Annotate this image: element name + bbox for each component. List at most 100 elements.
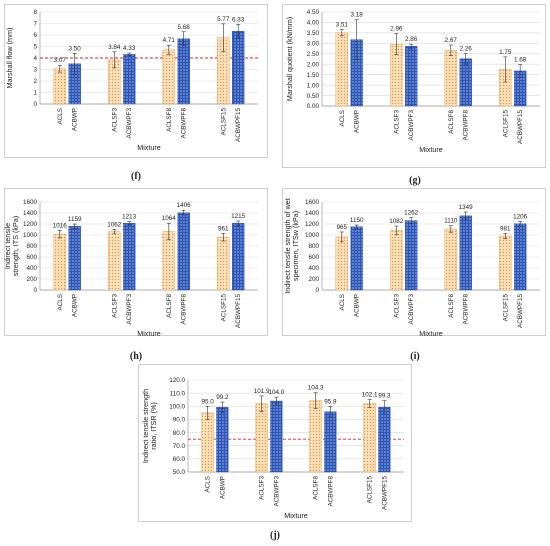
bar <box>459 58 472 107</box>
data-label: 3.50 <box>69 45 82 52</box>
y-tick-label: 6 <box>33 32 37 39</box>
data-label: 101.9 <box>254 388 270 395</box>
itsw-chart: 0 200 400 600 800 1000 1200 1400 1600 965 ACLS 1150… <box>283 198 540 338</box>
itsr-chart: 50.0 60.0 70.0 80.0 90.0 100.0 110.0 120.0 95.0 A… <box>141 377 404 520</box>
x-tick-label: ACLSF15 <box>502 110 509 138</box>
x-tick-label: ACBWPF8 <box>181 294 188 325</box>
panel-label: (h) <box>129 351 143 362</box>
y-axis-title-line: Indirect tensile strength <box>141 389 150 463</box>
y-tick-label: 400 <box>26 265 37 272</box>
x-tick-label: ACBWPF3 <box>408 110 415 141</box>
x-tick-label: ACBWPF8 <box>463 294 470 325</box>
y-tick-label: 1200 <box>23 221 38 228</box>
bar <box>378 407 391 473</box>
y-axis-title-line: strength, ITS (kPa) <box>11 216 20 276</box>
bar <box>335 236 349 291</box>
bar <box>335 32 349 107</box>
data-label: 1064 <box>162 215 177 222</box>
y-axis-title: Indirect tensile strengthratio, ITSR (%) <box>141 389 158 463</box>
bar <box>201 412 214 473</box>
x-tick-label: ACLSF3 <box>393 294 400 318</box>
x-tick-label: ACLSF15 <box>367 476 374 504</box>
y-tick-label: 3.00 <box>307 41 320 48</box>
x-tick-label: ACBWPF3 <box>126 294 133 325</box>
y-tick-label: 120.0 <box>169 377 185 384</box>
x-tick-label: ACBWPF15 <box>517 294 524 328</box>
data-label: 981 <box>500 225 511 232</box>
y-tick-label: 80.0 <box>173 430 186 437</box>
y-axis-title-line: Indirect tensile strength of wet <box>283 198 292 293</box>
data-label: 1082 <box>389 218 404 225</box>
data-label: 965 <box>337 224 348 231</box>
x-tick-label: ACBWPF3 <box>126 108 133 139</box>
bar <box>53 233 67 291</box>
bar <box>404 220 418 291</box>
y-tick-label: 1000 <box>305 232 320 239</box>
panel-marshall-flow: 0 1 2 3 4 5 6 7 8 3.07 ACLS 3.50 ACBWP 3.84 ACLSF3 4.33… <box>0 0 272 186</box>
data-label: 3.84 <box>108 44 121 51</box>
x-axis-title: Mixture <box>419 329 443 338</box>
data-label: 104.3 <box>308 385 324 392</box>
data-label: 1062 <box>107 221 122 228</box>
x-tick-label: ACLSF3 <box>111 108 118 132</box>
x-tick-label: ACBWPF3 <box>273 476 280 507</box>
bar <box>53 68 67 105</box>
y-tick-label: 200 <box>308 276 319 283</box>
data-label: 3.07 <box>54 57 67 64</box>
bar <box>177 38 190 105</box>
x-tick-label: ACLS <box>57 294 64 310</box>
panel-its: 0 200 400 600 800 1000 1200 1400 1600 1016 ACLS 115… <box>0 188 272 362</box>
data-label: 2.26 <box>460 46 473 53</box>
bar <box>459 215 472 291</box>
bar <box>217 236 230 291</box>
y-tick-label: 1 <box>33 90 37 97</box>
y-tick-label: 4.00 <box>307 20 320 27</box>
bar <box>68 226 81 291</box>
y-tick-label: 50.0 <box>173 469 186 476</box>
x-tick-label: ACBWPF15 <box>235 108 242 142</box>
data-label: 102.1 <box>362 392 378 399</box>
y-tick-label: 110.0 <box>170 390 186 397</box>
y-tick-label: 90.0 <box>173 417 186 424</box>
y-tick-label: 1.00 <box>307 82 320 89</box>
data-label: 99.2 <box>216 394 229 401</box>
data-label: 2.67 <box>445 37 458 44</box>
y-axis-title: Marshall flow (mm) <box>5 28 14 89</box>
data-label: 104.0 <box>268 389 284 396</box>
x-tick-label: ACLSF8 <box>313 476 320 500</box>
x-tick-label: ACLSF8 <box>448 110 455 134</box>
y-tick-label: 4 <box>33 55 37 62</box>
panel-marshall-quotient: 0.00 0.50 1.00 1.50 2.00 2.50 3.00 3.50 4.00 4.50… <box>280 0 550 186</box>
data-label: 961 <box>218 225 229 232</box>
y-tick-label: 0.50 <box>307 93 320 100</box>
x-tick-label: ACBWP <box>354 110 361 133</box>
bar <box>270 400 283 473</box>
data-label: 1406 <box>177 202 192 209</box>
data-label: 1150 <box>350 217 364 224</box>
y-tick-label: 600 <box>308 254 319 261</box>
y-tick-label: 5 <box>33 44 37 51</box>
y-tick-label: 3.50 <box>307 30 320 37</box>
y-axis-title-line: Marshall quotient (kN/mm) <box>285 17 294 101</box>
y-tick-label: 4.50 <box>307 9 320 16</box>
data-label: 5.68 <box>178 24 191 31</box>
y-tick-label: 0 <box>315 287 319 294</box>
y-tick-label: 2 <box>33 78 37 85</box>
marshall-quotient-chart: 0.00 0.50 1.00 1.50 2.00 2.50 3.00 3.50 4.00 4.50… <box>285 9 540 154</box>
panel-itsw: 0 200 400 600 800 1000 1200 1400 1600 965 ACLS 1150… <box>280 188 550 362</box>
bar <box>309 400 322 473</box>
x-tick-label: ACLS <box>205 476 212 492</box>
y-tick-label: 1000 <box>23 232 38 239</box>
x-tick-label: ACLSF3 <box>259 476 266 500</box>
bar <box>513 223 527 291</box>
bar <box>255 403 268 473</box>
x-tick-label: ACBWP <box>354 294 361 317</box>
bar <box>499 235 512 291</box>
x-axis-title: Mixture <box>284 511 308 520</box>
x-tick-label: ACLSF15 <box>502 294 509 322</box>
bar <box>162 49 176 105</box>
data-label: 1349 <box>459 204 474 211</box>
data-label: 6.33 <box>232 16 245 23</box>
x-tick-label: ACBWPF15 <box>235 294 242 328</box>
x-tick-label: ACLSF15 <box>220 294 227 322</box>
